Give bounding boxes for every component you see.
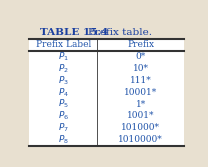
Text: 1001*: 1001* [127,111,155,120]
Text: $P_1$: $P_1$ [58,50,69,63]
Text: 111*: 111* [130,76,152,85]
Text: 10*: 10* [133,64,149,73]
Text: $P_7$: $P_7$ [58,122,69,134]
Text: 10001*: 10001* [124,88,157,97]
Text: 1*: 1* [136,100,146,109]
Text: $P_3$: $P_3$ [58,74,69,87]
Text: 0*: 0* [136,52,146,61]
Text: $P_5$: $P_5$ [58,98,69,110]
Text: 1010000*: 1010000* [118,135,163,144]
Text: $P_6$: $P_6$ [58,110,69,122]
FancyBboxPatch shape [29,39,184,146]
Text: 101000*: 101000* [121,123,160,132]
Text: TABLE 15.4: TABLE 15.4 [40,28,108,37]
Text: $P_2$: $P_2$ [58,62,69,75]
Text: Prefix table.: Prefix table. [88,28,152,37]
Text: $P_8$: $P_8$ [58,133,69,146]
Text: $P_4$: $P_4$ [58,86,69,99]
Text: Prefix: Prefix [127,40,154,49]
Text: Prefix Label: Prefix Label [36,40,91,49]
